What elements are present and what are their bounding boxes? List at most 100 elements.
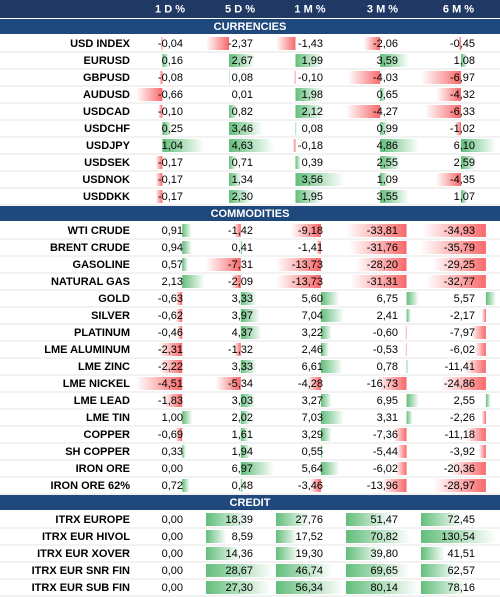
data-bar xyxy=(155,173,163,186)
cell-value: -35,79 xyxy=(444,242,475,254)
data-bar xyxy=(440,377,486,390)
cell-value: 7,03 xyxy=(302,412,323,424)
data-bar xyxy=(436,88,461,101)
cell-value: 2,67 xyxy=(232,55,253,67)
data-bar xyxy=(234,224,241,237)
cell-value: 1,09 xyxy=(377,174,398,186)
cell-value: 0,00 xyxy=(162,565,183,577)
data-bar xyxy=(406,360,408,373)
cell-value: 2,30 xyxy=(232,191,253,203)
data-bar xyxy=(293,139,296,152)
data-bar xyxy=(347,71,381,84)
cell-value: 0,72 xyxy=(162,480,183,492)
data-bar xyxy=(240,309,260,322)
cell-value: -2,17 xyxy=(450,310,475,322)
data-bar xyxy=(346,530,411,543)
cell-value: -0,60 xyxy=(373,327,398,339)
cell-value: 3,27 xyxy=(302,395,323,407)
cell-value: 0,01 xyxy=(232,89,253,101)
data-bar xyxy=(295,122,297,135)
data-bar xyxy=(160,37,163,50)
data-bar xyxy=(206,37,230,50)
cell-value: 0,78 xyxy=(377,361,398,373)
cell-value: 5,57 xyxy=(454,293,475,305)
cell-value: 5,64 xyxy=(302,463,323,475)
data-bar xyxy=(436,173,461,186)
cell-value: 18,39 xyxy=(225,514,253,526)
data-bar xyxy=(405,343,407,356)
data-bar xyxy=(421,71,461,84)
data-bar xyxy=(380,190,409,203)
section-bar xyxy=(0,206,500,221)
data-bar xyxy=(162,139,204,152)
data-bar xyxy=(376,377,407,390)
data-bar xyxy=(229,139,274,152)
cell-value: 3,55 xyxy=(377,191,398,203)
data-bar xyxy=(432,258,486,271)
cell-value: 0,55 xyxy=(302,446,323,458)
data-bar xyxy=(346,564,410,577)
cell-value: 4,63 xyxy=(232,140,253,152)
cell-value: 0,33 xyxy=(162,446,183,458)
cell-value: -0,10 xyxy=(298,72,323,84)
row-label: BRENT CRUDE xyxy=(50,242,130,254)
data-bar xyxy=(290,224,321,237)
cell-value: 3,31 xyxy=(377,412,398,424)
cell-value: 0,00 xyxy=(162,463,183,475)
cell-value: 27,30 xyxy=(225,582,253,594)
data-bar xyxy=(406,394,419,407)
column-header: 6 M % xyxy=(443,3,474,15)
cell-value: -1,42 xyxy=(228,225,253,237)
cell-value: 2,59 xyxy=(454,157,475,169)
cell-value: -3,46 xyxy=(298,480,323,492)
cell-value: 2,41 xyxy=(377,310,398,322)
cell-value: 2,46 xyxy=(302,344,323,356)
cell-value: 80,14 xyxy=(370,582,398,594)
data-bar xyxy=(177,326,183,339)
cell-value: -2,26 xyxy=(450,412,475,424)
cell-value: -29,25 xyxy=(444,259,475,271)
data-bar xyxy=(421,513,463,526)
data-bar xyxy=(206,530,227,543)
data-bar xyxy=(240,292,257,305)
row-label: PLATINUM xyxy=(74,327,130,339)
cell-value: -0,17 xyxy=(158,157,183,169)
data-bar xyxy=(346,105,381,118)
data-bar xyxy=(206,564,274,577)
data-bar xyxy=(229,71,230,84)
data-bar xyxy=(276,37,296,50)
data-bar xyxy=(433,479,486,492)
row-label: ITRX EUR XOVER xyxy=(37,548,130,560)
data-bar xyxy=(175,292,183,305)
cell-value: -7,97 xyxy=(450,327,475,339)
data-bar xyxy=(229,105,237,118)
data-bar xyxy=(162,122,173,135)
cell-value: 4,86 xyxy=(377,140,398,152)
data-bar xyxy=(175,309,183,322)
data-bar xyxy=(309,479,321,492)
cell-value: 5,60 xyxy=(302,293,323,305)
cell-value: 62,57 xyxy=(447,565,475,577)
data-bar xyxy=(294,71,296,84)
row-label: SILVER xyxy=(91,310,130,322)
column-header: 3 M % xyxy=(367,3,398,15)
cell-value: -1,32 xyxy=(228,344,253,356)
data-bar xyxy=(380,156,401,169)
cell-value: -7,36 xyxy=(373,429,398,441)
data-bar xyxy=(206,513,250,526)
cell-value: -0,10 xyxy=(158,106,183,118)
data-bar xyxy=(393,428,407,441)
cell-value: -20,36 xyxy=(444,463,475,475)
cell-value: 0,00 xyxy=(162,514,183,526)
data-bar xyxy=(349,241,407,254)
row-label: LME TIN xyxy=(86,412,130,424)
cell-value: -6,97 xyxy=(450,72,475,84)
cell-value: -0,69 xyxy=(158,429,183,441)
section-title: CREDIT xyxy=(230,497,271,509)
row-label: LME ZINC xyxy=(78,361,130,373)
cell-value: -34,93 xyxy=(444,225,475,237)
cell-value: -4,32 xyxy=(450,89,475,101)
data-bar xyxy=(295,54,323,67)
cell-value: 3,59 xyxy=(377,55,398,67)
cell-value: -5,44 xyxy=(373,446,398,458)
